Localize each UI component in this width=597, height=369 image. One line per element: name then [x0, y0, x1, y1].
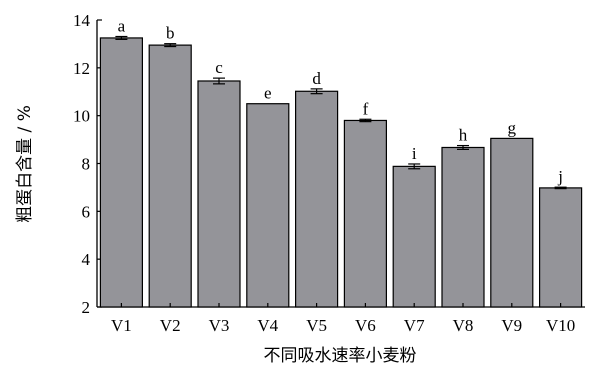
- y-tick-label: 4: [82, 250, 91, 269]
- y-tick-label: 14: [73, 11, 91, 30]
- bar-V10: [538, 187, 583, 308]
- bar-V3: [197, 80, 241, 308]
- y-tick-label: 8: [82, 155, 91, 174]
- y-tick-label: 10: [73, 107, 90, 126]
- significance-letter-V9: g: [508, 118, 517, 137]
- x-axis-title: 不同吸水速率小麦粉: [264, 346, 417, 366]
- significance-letter-V1: a: [118, 17, 126, 36]
- significance-letter-V8: h: [459, 126, 468, 145]
- y-tick-label: 6: [82, 202, 91, 221]
- significance-letter-V10: j: [557, 167, 563, 186]
- x-tick-label-V6: V6: [355, 316, 376, 335]
- significance-letter-V2: b: [166, 24, 175, 43]
- x-tick-label-V10: V10: [546, 316, 575, 335]
- x-tick-label-V7: V7: [404, 316, 425, 335]
- bar-V6: [343, 119, 387, 308]
- bar-V7: [392, 165, 436, 308]
- y-axis-title: 粗蛋白含量 / %: [15, 105, 35, 223]
- significance-letter-V3: c: [215, 58, 223, 77]
- x-tick-label-V1: V1: [111, 316, 132, 335]
- significance-letter-V5: d: [312, 69, 321, 88]
- x-tick-label-V8: V8: [453, 316, 474, 335]
- y-tick-label: 2: [82, 298, 91, 317]
- bar-V8: [441, 146, 485, 308]
- bar-V1: [99, 37, 144, 308]
- significance-letter-V4: e: [264, 84, 272, 103]
- x-tick-label-V2: V2: [160, 316, 181, 335]
- bar-V4: [246, 103, 290, 308]
- plot-area: 2 4 6 8 10 12 14 a V1 b V2 c V3 e V4 d V5 f V6 i V7 h V8 g V9 j V1…: [73, 11, 585, 335]
- bar-V2: [148, 44, 192, 308]
- x-tick-label-V4: V4: [257, 316, 278, 335]
- significance-letter-V7: i: [412, 144, 417, 163]
- significance-letter-V6: f: [363, 99, 369, 118]
- bar-V9: [490, 137, 534, 308]
- bar-V5: [295, 90, 339, 308]
- y-tick-label: 12: [73, 59, 90, 78]
- x-tick-label-V9: V9: [501, 316, 522, 335]
- x-tick-label-V3: V3: [209, 316, 230, 335]
- x-tick-label-V5: V5: [306, 316, 327, 335]
